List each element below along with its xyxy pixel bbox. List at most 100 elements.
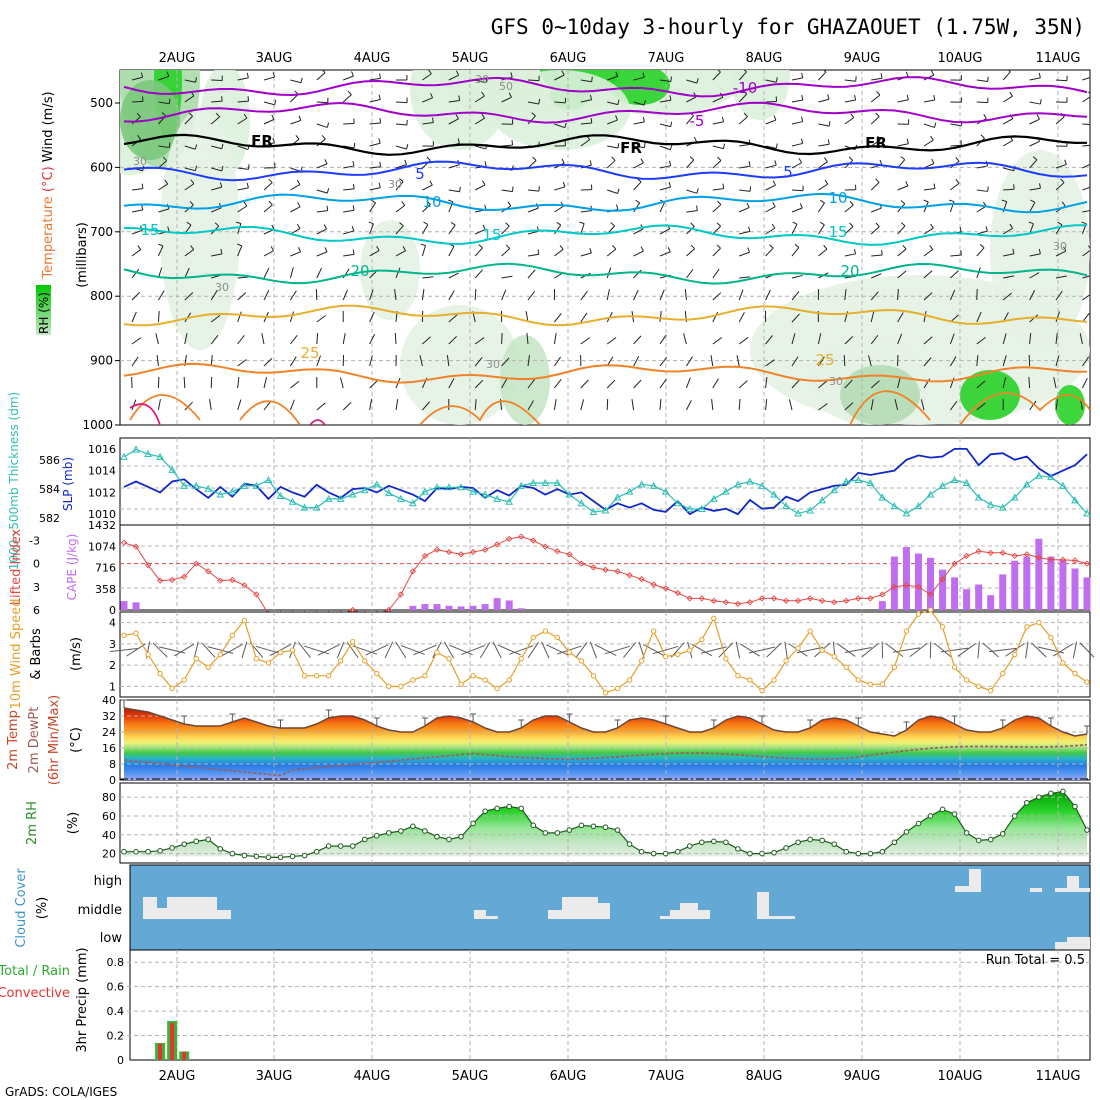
barb-7-13 bbox=[474, 229, 486, 235]
barb-13-32 bbox=[976, 355, 979, 367]
wind10m-point-65 bbox=[903, 628, 910, 634]
barb-4-25 bbox=[791, 162, 802, 169]
barb-12-30 bbox=[923, 336, 933, 345]
wind10m-point-24 bbox=[410, 677, 416, 683]
wind10m-point-0 bbox=[121, 632, 127, 639]
bottom-day-label-5: 7AUG bbox=[648, 1069, 685, 1084]
barb-flag-1-29 bbox=[906, 94, 909, 100]
li-point-27 bbox=[445, 548, 453, 556]
li-point-25 bbox=[421, 552, 429, 560]
barb-flag-6-9 bbox=[371, 199, 376, 204]
li-axis: -3 0 3 6 bbox=[29, 534, 40, 617]
li-point-77 bbox=[1047, 556, 1055, 563]
precip-conv-bar-3 bbox=[158, 1043, 163, 1060]
barb-9-25 bbox=[791, 274, 803, 279]
barb-8-28 bbox=[871, 254, 883, 257]
barb-flag-3-19 bbox=[643, 142, 646, 148]
rh2m-point-68 bbox=[939, 806, 946, 813]
temp2m-panel: 40 32 24 16 8 0 2m Temp 2m DewPt (6hr Min/Max… bbox=[6, 694, 1091, 787]
wind10m-barb-0 bbox=[110, 648, 138, 652]
wind10m-barb-42 bbox=[623, 642, 637, 658]
barb-1-3 bbox=[211, 100, 223, 103]
wind10m-barb-40 bbox=[594, 644, 617, 656]
barb-0-0 bbox=[131, 76, 143, 81]
wind10m-point-50 bbox=[723, 656, 729, 662]
cape-tick-716: 716 bbox=[95, 562, 116, 575]
barb-8-3 bbox=[211, 253, 223, 257]
barb-flag-3-26 bbox=[827, 139, 830, 145]
li-point-34 bbox=[530, 537, 537, 544]
barb-flag-7-31 bbox=[959, 226, 962, 232]
barb-6-22 bbox=[712, 204, 722, 213]
barb-flag-8-19 bbox=[640, 246, 644, 252]
barb-8-21 bbox=[686, 248, 695, 257]
cape-tick-358: 358 bbox=[95, 583, 116, 596]
barb-12-5 bbox=[261, 333, 265, 345]
barb-11-7 bbox=[316, 315, 326, 323]
rh-blob-11 bbox=[410, 70, 510, 150]
thickness-point-75 bbox=[1022, 480, 1031, 488]
thickness-point-26 bbox=[433, 483, 441, 491]
barb-flag-7-30 bbox=[930, 223, 934, 229]
wind10m-barb-76 bbox=[1031, 642, 1047, 658]
thickness-point-77 bbox=[1047, 473, 1055, 481]
barb-flag-8-25 bbox=[794, 244, 800, 248]
barb-14-4 bbox=[237, 377, 240, 389]
barb-7-16 bbox=[553, 224, 562, 235]
barb-flag-2-20 bbox=[670, 121, 673, 127]
wind10m-barb-24 bbox=[400, 645, 425, 655]
barb-flag-1-15 bbox=[538, 98, 541, 105]
barb-10-8 bbox=[342, 289, 348, 301]
barb-flag-1-3 bbox=[221, 96, 223, 102]
cape-bar-32 bbox=[505, 600, 513, 610]
thickness-point-37 bbox=[565, 490, 574, 498]
barb-5-34 bbox=[1029, 187, 1041, 191]
barb-flag-0-36 bbox=[1091, 72, 1093, 77]
li-point-63 bbox=[879, 591, 886, 598]
li-point-32 bbox=[506, 535, 513, 543]
wind10m-barb-52 bbox=[739, 643, 760, 657]
barb-flag-4-29 bbox=[900, 156, 906, 161]
barb-13-28 bbox=[868, 355, 872, 367]
rh2m-point-22 bbox=[386, 830, 392, 836]
isotherm-label-10: 15 bbox=[482, 226, 501, 244]
barb-2-2 bbox=[184, 115, 193, 125]
barb-10-5 bbox=[263, 289, 270, 301]
bottom-day-label-1: 3AUG bbox=[256, 1069, 293, 1084]
rh2m-point-55 bbox=[783, 845, 789, 851]
barb-1-2 bbox=[184, 95, 195, 103]
barb-13-0 bbox=[131, 356, 139, 367]
barb-2-5 bbox=[263, 118, 275, 125]
thickness-point-49 bbox=[709, 494, 718, 502]
bottom-date-axis: 2AUG 3AUG 4AUG 5AUG 6AUG 7AUG 8AUG 9AUG 10AUG 11A… bbox=[159, 1069, 1081, 1084]
li-point-59 bbox=[831, 599, 838, 606]
barb-flag-5-28 bbox=[875, 178, 880, 183]
rh2m-point-32 bbox=[506, 803, 513, 810]
barb-9-12 bbox=[448, 272, 459, 279]
barb-flag-6-7 bbox=[326, 205, 329, 211]
rh2m-point-42 bbox=[626, 841, 633, 847]
bottom-day-label-6: 8AUG bbox=[746, 1069, 783, 1084]
thickness-point-54 bbox=[770, 490, 778, 498]
barb-1-20 bbox=[659, 99, 671, 103]
barb-flag-3-20 bbox=[669, 144, 673, 150]
wind10m-barb-29 bbox=[461, 644, 486, 656]
barb-5-24 bbox=[765, 184, 776, 191]
barb-9-4 bbox=[237, 276, 249, 279]
rh2m-point-44 bbox=[650, 850, 657, 857]
barb-5-31 bbox=[950, 182, 960, 191]
barb-3-29 bbox=[897, 143, 909, 147]
barb-12-31 bbox=[949, 333, 955, 345]
barb-9-21 bbox=[686, 268, 694, 279]
thickness-point-28 bbox=[457, 483, 465, 491]
barb-1-30 bbox=[923, 99, 935, 103]
barb-7-23 bbox=[739, 230, 751, 235]
rh2m-point-35 bbox=[542, 830, 549, 836]
thickness-point-74 bbox=[1010, 493, 1019, 501]
barb-flag-2-17 bbox=[590, 117, 593, 124]
wind10m-point-47 bbox=[687, 647, 693, 653]
rh2m-tick-80: 80 bbox=[102, 791, 116, 804]
barb-9-7 bbox=[316, 267, 323, 279]
barb-flag-4-11 bbox=[426, 156, 431, 161]
pressure-tick-800: 800 bbox=[90, 289, 113, 303]
